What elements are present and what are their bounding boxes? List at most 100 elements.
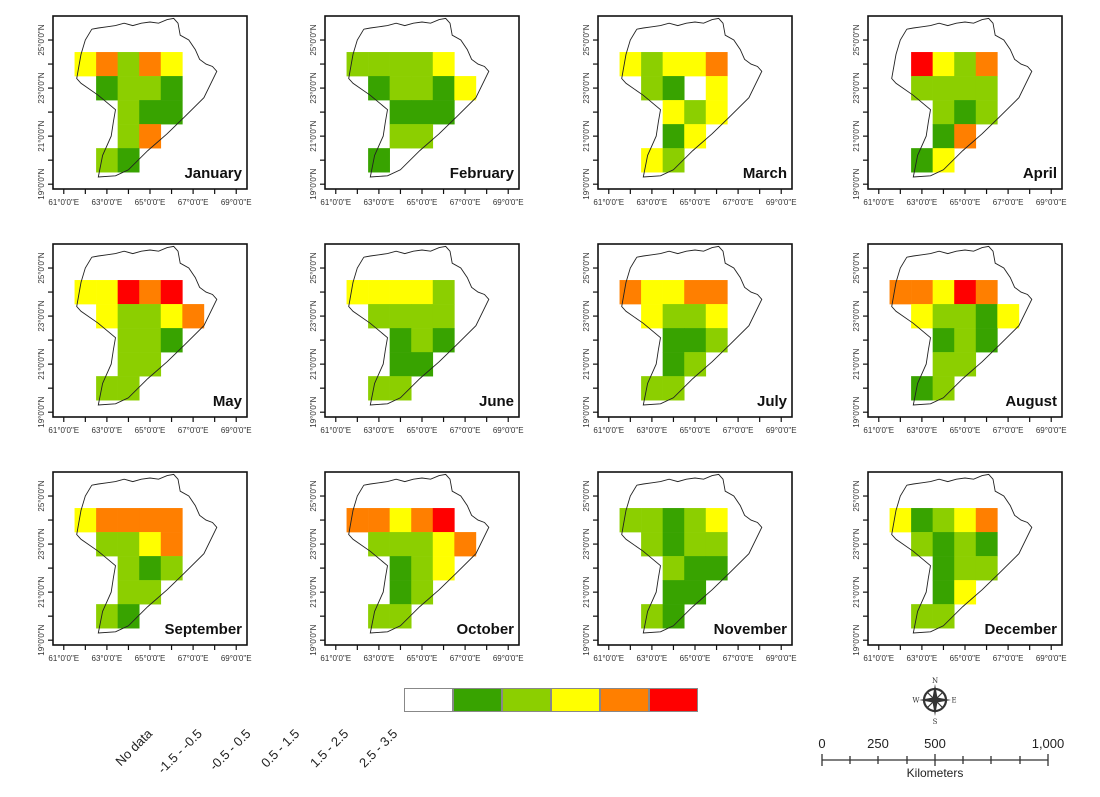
grid-cell [368, 148, 390, 173]
grid-cell [662, 508, 685, 533]
scale-label-1000: 1,000 [1032, 736, 1065, 751]
grid-cell [911, 52, 933, 77]
grid-cell [954, 100, 977, 125]
x-tick-label: 67°0'0"E [993, 654, 1024, 663]
province-boundary [348, 17, 490, 178]
grid-cell [932, 508, 955, 533]
x-tick-label: 69°0'0"E [493, 426, 524, 435]
x-tick-label: 63°0'0"E [364, 426, 395, 435]
x-tick-label: 67°0'0"E [178, 426, 209, 435]
grid-cell [139, 76, 162, 101]
y-tick-label: 19°0'0"N [37, 624, 46, 655]
grid-cell [705, 100, 728, 125]
grid-cell [368, 52, 390, 77]
grid-cell [641, 508, 663, 533]
x-tick-label: 67°0'0"E [450, 654, 481, 663]
grid-cell [389, 532, 412, 557]
grid-cell [684, 352, 707, 377]
map-svg: 61°0'0"E 63°0'0"E 65°0'0"E 67°0'0"E 69°0'0"E… [582, 471, 797, 663]
map-panel-may: 61°0'0"E 63°0'0"E 65°0'0"E 67°0'0"E 69°0'0"E… [25, 232, 270, 447]
y-tick-label: 23°0'0"N [582, 528, 591, 559]
grid-cell [96, 532, 118, 557]
grid-cell [641, 532, 663, 557]
y-tick-label: 19°0'0"N [852, 396, 861, 427]
scale-label-500: 500 [924, 736, 946, 751]
grid-cell [705, 532, 728, 557]
legend-label-class-5: 2.5 - 3.5 [356, 726, 401, 771]
y-tick-label: 21°0'0"N [37, 348, 46, 379]
x-tick-label: 65°0'0"E [680, 426, 711, 435]
scalebar-and-north-arrow: N S E W 0 250 500 1,000 Kilometers [815, 676, 1075, 786]
x-tick-label: 61°0'0"E [320, 198, 351, 207]
map-svg: 61°0'0"E 63°0'0"E 65°0'0"E 67°0'0"E 69°0'0"E… [582, 243, 797, 435]
month-title: September [164, 621, 242, 638]
map-svg: 61°0'0"E 63°0'0"E 65°0'0"E 67°0'0"E 69°0'0"E… [37, 15, 252, 207]
x-tick-label: 63°0'0"E [637, 426, 668, 435]
y-tick-label: 23°0'0"N [852, 72, 861, 103]
map-svg: 61°0'0"E 63°0'0"E 65°0'0"E 67°0'0"E 69°0'0"E… [37, 243, 252, 435]
y-tick-label: 21°0'0"N [852, 348, 861, 379]
x-tick-label: 61°0'0"E [863, 426, 894, 435]
grid-cell [432, 280, 455, 305]
y-tick-label: 25°0'0"N [582, 24, 591, 55]
grid-cell [705, 76, 728, 101]
grid-cell [139, 328, 162, 353]
grid-cell [389, 304, 412, 329]
grid-cell [641, 280, 663, 305]
grid-cell [96, 376, 118, 401]
grid-cell [975, 100, 998, 125]
grid-cell [160, 52, 183, 77]
scale-ticks [821, 754, 1049, 766]
grid-cell [954, 556, 977, 581]
grid-cell [662, 328, 685, 353]
grid-cell [411, 52, 434, 77]
grid-cell [684, 52, 707, 77]
month-title: July [757, 393, 788, 410]
grid-cell [662, 52, 685, 77]
grid-cell [641, 604, 663, 629]
grid-cell [705, 52, 728, 77]
grid-cell [411, 328, 434, 353]
grid-cell [139, 556, 162, 581]
grid-cell [662, 76, 685, 101]
grid-cell [411, 580, 434, 605]
y-tick-label: 21°0'0"N [582, 348, 591, 379]
grid-cell [932, 124, 955, 149]
grid-cell [932, 556, 955, 581]
province-boundary [76, 17, 218, 178]
legend-swatch-class-4 [600, 688, 649, 712]
y-tick-label: 19°0'0"N [37, 168, 46, 199]
y-tick-label: 21°0'0"N [37, 120, 46, 151]
grid-cell [975, 328, 998, 353]
grid-cell [117, 556, 140, 581]
grid-cell [954, 508, 977, 533]
y-tick-label: 23°0'0"N [852, 300, 861, 331]
grid-cell [389, 556, 412, 581]
grid-cell [932, 148, 955, 173]
map-panel-january: 61°0'0"E 63°0'0"E 65°0'0"E 67°0'0"E 69°0'0"E… [25, 4, 270, 219]
north-arrow-icon: N S E W [912, 677, 956, 726]
x-tick-label: 61°0'0"E [48, 198, 79, 207]
grid-cell [411, 124, 434, 149]
grid-cell [684, 124, 707, 149]
grid-cell [389, 604, 412, 629]
legend-swatch-no-data [404, 688, 453, 712]
grid-cell [684, 556, 707, 581]
map-svg: 61°0'0"E 63°0'0"E 65°0'0"E 67°0'0"E 69°0'0"E… [309, 243, 524, 435]
y-tick-label: 19°0'0"N [309, 624, 318, 655]
grid-cell [117, 100, 140, 125]
x-tick-label: 65°0'0"E [680, 654, 711, 663]
grid-cell [117, 148, 140, 173]
y-tick-label: 23°0'0"N [37, 528, 46, 559]
grid-cell [96, 76, 118, 101]
month-title: January [184, 165, 242, 182]
y-tick-label: 21°0'0"N [582, 576, 591, 607]
x-tick-label: 69°0'0"E [493, 654, 524, 663]
map-panel-april: 61°0'0"E 63°0'0"E 65°0'0"E 67°0'0"E 69°0'0"E… [840, 4, 1085, 219]
y-tick-label: 21°0'0"N [309, 576, 318, 607]
grid-cell [139, 280, 162, 305]
grid-cell [139, 52, 162, 77]
grid-cell [160, 304, 183, 329]
x-tick-label: 69°0'0"E [221, 654, 252, 663]
grid-cell [641, 376, 663, 401]
